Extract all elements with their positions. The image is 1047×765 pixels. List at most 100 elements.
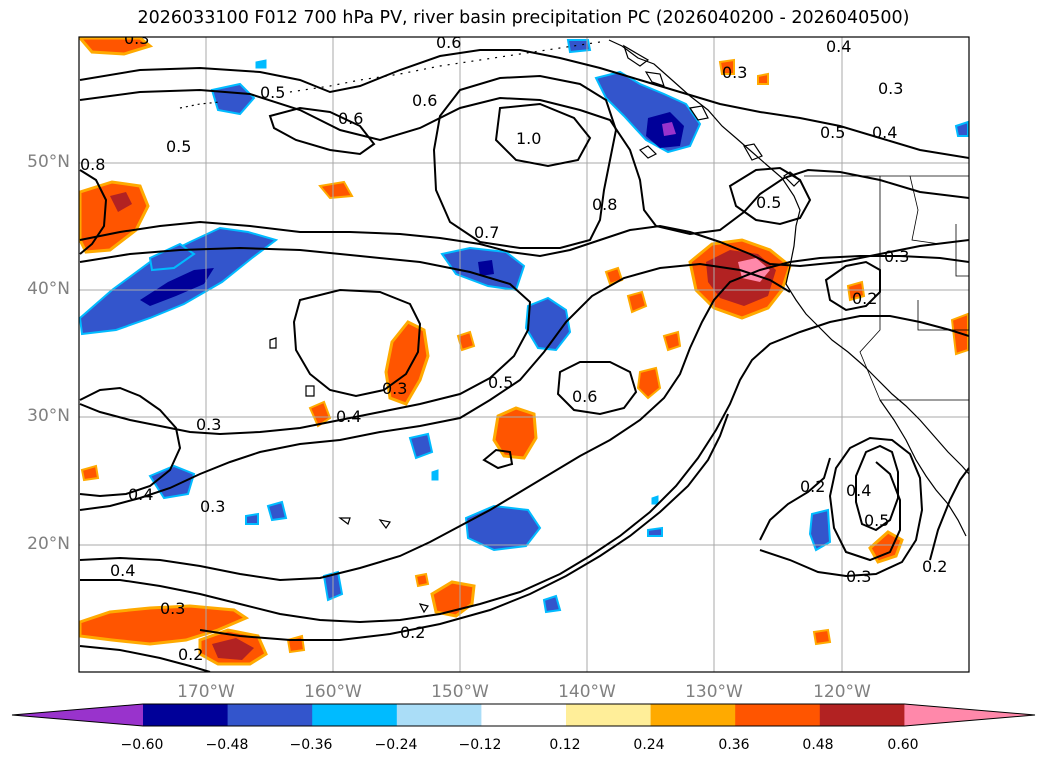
contour-label: 0.4 [872,123,897,142]
precip-positive-area [318,180,354,200]
contour-label: 0.3 [878,79,903,98]
precip-negative-area [255,59,267,69]
figure-title: 2026033100 F012 700 hPa PV, river basin … [137,8,910,28]
contour-label: 0.5 [166,137,191,156]
precip-positive-area [79,37,154,56]
contour-label: 0.4 [110,561,135,580]
colorbar-segment [481,704,567,726]
lat-label: 50°N [27,152,70,172]
colorbar-outline [11,703,1036,727]
contour-label: 0.3 [124,29,149,48]
contour-label: 0.2 [400,623,425,642]
contour-label: 0.3 [722,63,747,82]
precip-positive-area [80,464,100,482]
precip-negative-area [542,594,562,614]
contour-label: 0.3 [846,567,871,586]
colorbar-segment [819,704,905,726]
contour-label: 0.3 [382,379,407,398]
lat-label: 40°N [27,279,70,299]
contour-label: 0.5 [260,83,285,102]
lon-label: 120°W [813,682,871,702]
contour-label: 1.0 [516,129,541,148]
colorbar-tick-label: 0.60 [887,737,919,753]
colorbar-tick-label: −0.24 [374,737,418,753]
contour-label: 0.2 [852,289,877,308]
colorbar-extend-max [904,704,1035,726]
precip-negative-area [566,39,592,54]
contour-label: 0.3 [196,415,221,434]
colorbar-tick-label: 0.12 [549,737,581,753]
precip-positive-area [79,604,250,646]
map-frame [78,36,970,673]
precip-negative-area [651,495,659,505]
lon-label: 150°W [431,682,489,702]
colorbar-tick-label: −0.36 [289,737,333,753]
contour-label: 0.7 [474,223,499,242]
contour-label: 0.4 [826,37,851,56]
colorbar-segment [396,704,482,726]
colorbar-tick-label: −0.48 [205,737,249,753]
precip-positive-area [286,634,306,654]
precip-positive-area [636,366,662,400]
colorbar-tick-label: 0.36 [718,737,750,753]
precip-negative-peak [662,122,676,136]
colorbar-extend-min [12,704,143,726]
contour-label: 0.3 [160,599,185,618]
contour-label: 0.5 [756,193,781,212]
colorbar-tick-label: −0.60 [120,737,164,753]
precip-positive-area [414,572,430,588]
map-background [79,37,969,672]
contour-label: 0.2 [178,645,203,664]
precip-negative-area [808,508,832,552]
contour-label: 0.4 [128,485,153,504]
contour-labels: 0.3 0.6 0.4 0.3 0.5 0.3 0.5 0.4 0.6 0.5 … [80,29,947,664]
pv-contours [79,49,969,672]
precip-positive-area [492,406,538,460]
precip-negative-core [478,260,494,276]
precip-positive-area [812,628,832,646]
lat-label: 20°N [27,534,70,554]
contour-label: 0.2 [922,557,947,576]
contour-label: 0.8 [592,195,617,214]
contour-label: 0.6 [338,109,363,128]
colorbar-tick-label: 0.48 [802,737,834,753]
precip-positive-area [846,280,866,302]
precip-negative-area [266,500,288,522]
precip-negative-area [954,120,969,137]
precip-positive-area [718,58,735,75]
precip-positive-area [456,330,476,352]
contour-label: 0.3 [200,497,225,516]
colorbar-segment [650,704,736,726]
colorbar-segment [566,704,652,726]
colorbar-segment [735,704,821,726]
precip-negative-area [245,512,259,525]
contour-label: 0.6 [412,91,437,110]
contour-label: 0.6 [436,33,461,52]
lon-label: 160°W [304,682,362,702]
colorbar-segment [143,704,229,726]
precip-positive-core [212,638,254,660]
precip-negative-area [647,526,663,537]
lat-label: 30°N [27,406,70,426]
precip-positive-area [626,290,648,314]
contour-label: 0.5 [864,511,889,530]
precip-negative-area [431,469,439,481]
contour-label: 0.3 [884,247,909,266]
graticule [79,37,969,672]
contour-label: 0.4 [846,481,871,500]
colorbar [11,703,1036,727]
colorbar-tick-label: −0.12 [458,737,502,753]
contour-label: 0.6 [572,387,597,406]
contour-label: 0.4 [336,407,361,426]
precip-positive-area [868,530,904,564]
lon-label: 140°W [558,682,616,702]
precip-positive-area [308,400,332,428]
colorbar-segment [227,704,313,726]
precip-negative-area [464,504,542,552]
contour-label: 0.2 [800,477,825,496]
lon-label: 170°W [177,682,235,702]
contour-label: 0.5 [820,123,845,142]
precip-positive-area [384,320,430,406]
precip-positive-core [110,192,132,212]
